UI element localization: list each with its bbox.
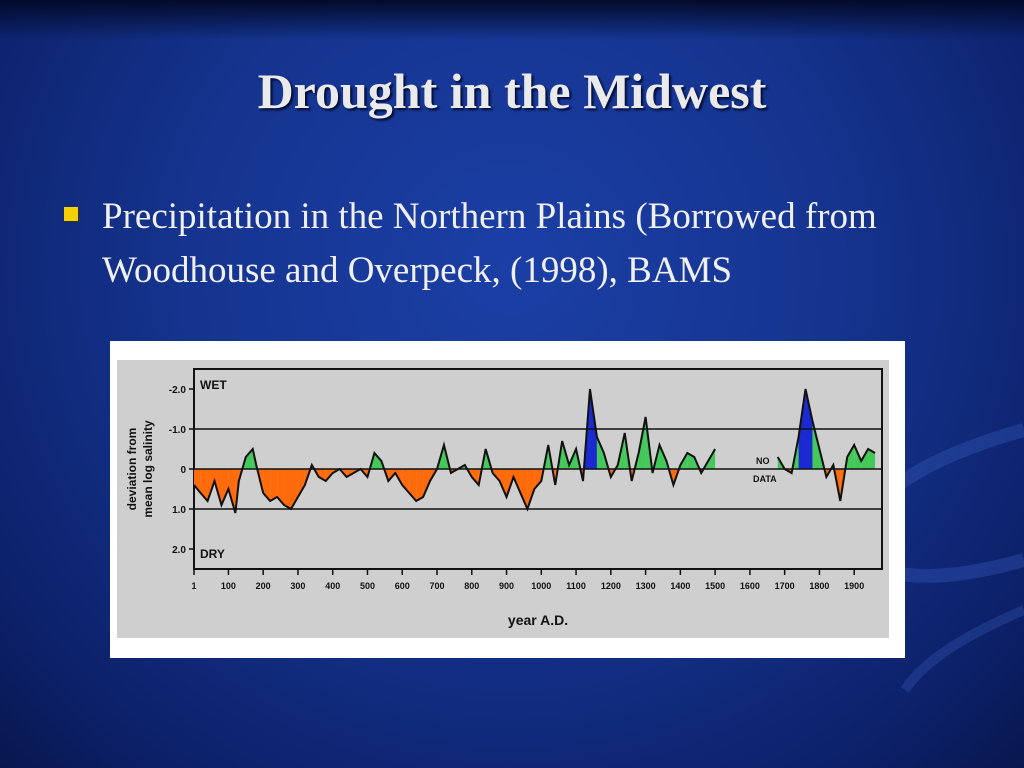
bullet-text: Precipitation in the Northern Plains (Bo…: [102, 196, 877, 291]
wet-area: [576, 449, 581, 469]
x-tick-label: 100: [221, 581, 236, 591]
wet-area: [596, 437, 604, 469]
y-tick-label: 0: [180, 465, 186, 476]
wet-area: [245, 449, 253, 469]
x-tick-label: 1900: [844, 581, 864, 591]
drought-area: [610, 469, 616, 477]
x-tick-label: 500: [360, 581, 375, 591]
x-axis-label: year A.D.: [508, 612, 568, 628]
y-tick-label: -1.0: [169, 425, 187, 436]
plot-background: [117, 360, 889, 638]
series-line: [193, 388, 716, 514]
series-line: [776, 388, 876, 502]
drought-area: [228, 469, 236, 513]
x-tick-label: 700: [429, 581, 444, 591]
precipitation-figure: -2.0 -1.0 0 1.0 2.0 1 100 200 300 400 500 600 700 800…: [110, 341, 905, 658]
x-tick-label: 1: [191, 581, 196, 591]
drought-area: [221, 469, 229, 505]
drought-area: [277, 469, 285, 505]
drought-area: [284, 469, 291, 509]
wet-area: [311, 465, 315, 469]
drought-area: [270, 469, 278, 501]
x-tick-label: 1700: [775, 581, 795, 591]
drought-area: [409, 469, 417, 501]
y-tick-label: 1.0: [172, 505, 186, 516]
wet-area: [708, 449, 716, 469]
x-tick-label: 1800: [809, 581, 829, 591]
drought-area: [499, 469, 507, 497]
no-data-annotation-line2: DATA: [753, 474, 777, 484]
no-data-annotation-line1: NO: [756, 456, 770, 466]
square-bullet-icon: [64, 207, 78, 221]
x-tick-label: 600: [395, 581, 410, 591]
precipitation-chart: -2.0-1.001.02.01 100 200 300 400 500 600 700 800…: [117, 360, 889, 638]
wet-annotation: WET: [200, 378, 227, 392]
x-tick-label: 1100: [566, 581, 586, 591]
drought-area: [200, 469, 208, 501]
drought-area: [423, 469, 431, 497]
x-tick-label: 1300: [636, 581, 656, 591]
y-axis-label-line2: mean log salinity: [141, 420, 155, 518]
x-tick-label: 1500: [705, 581, 725, 591]
drought-area: [263, 469, 271, 501]
x-tick-label: 300: [290, 581, 305, 591]
drought-area: [520, 469, 528, 509]
dry-annotation: DRY: [200, 547, 225, 561]
wet-area: [847, 445, 855, 469]
y-tick-label: 2.0: [172, 545, 186, 556]
drought-area: [471, 469, 479, 485]
drought-area: [416, 469, 424, 501]
x-tick-label: 200: [256, 581, 271, 591]
x-tick-label: 400: [325, 581, 340, 591]
y-axis-label-line1: deviation from: [125, 428, 139, 511]
x-tick-label: 800: [464, 581, 479, 591]
x-tick-label: 900: [499, 581, 514, 591]
top-shade: [0, 0, 1024, 40]
wet-area: [812, 421, 820, 469]
wet-area: [374, 453, 382, 469]
x-tick-label: 1200: [601, 581, 621, 591]
y-tick-label: -2.0: [169, 385, 187, 396]
wet-area: [603, 453, 609, 469]
drought-area: [194, 469, 201, 493]
x-tick-label: 1600: [740, 581, 760, 591]
wet-area: [868, 449, 876, 469]
wet-area: [861, 449, 869, 469]
drought-area: [318, 469, 326, 481]
drought-area: [527, 469, 535, 509]
x-tick-label: 1400: [670, 581, 690, 591]
slide-title: Drought in the Midwest: [257, 63, 767, 119]
drought-area: [534, 469, 542, 489]
drought-area: [297, 469, 305, 497]
x-tick-label: 1000: [531, 581, 551, 591]
